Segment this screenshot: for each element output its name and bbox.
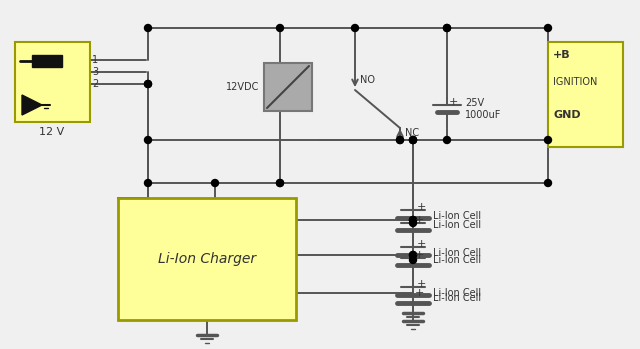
- Text: NC: NC: [405, 128, 419, 138]
- Circle shape: [545, 24, 552, 31]
- Circle shape: [545, 136, 552, 143]
- Circle shape: [276, 24, 284, 31]
- Circle shape: [211, 179, 218, 186]
- Text: Li-Ion Cell: Li-Ion Cell: [433, 248, 481, 258]
- Text: 1000uF: 1000uF: [465, 110, 501, 120]
- Text: +: +: [415, 250, 424, 260]
- Circle shape: [444, 24, 451, 31]
- Text: +: +: [449, 97, 458, 107]
- Text: IGNITION: IGNITION: [553, 77, 597, 87]
- Text: Li-Ion Cell: Li-Ion Cell: [433, 288, 481, 298]
- Circle shape: [145, 81, 152, 88]
- Circle shape: [444, 24, 451, 31]
- Bar: [264, 63, 312, 111]
- Circle shape: [444, 136, 451, 143]
- Text: 25V: 25V: [465, 98, 484, 108]
- Circle shape: [410, 220, 417, 227]
- Circle shape: [145, 136, 152, 143]
- Circle shape: [145, 179, 152, 186]
- Circle shape: [410, 252, 417, 259]
- Bar: [548, 42, 623, 147]
- Text: +: +: [417, 239, 426, 249]
- Text: GND: GND: [553, 110, 580, 120]
- Circle shape: [276, 179, 284, 186]
- Text: 12 V: 12 V: [40, 127, 65, 137]
- Circle shape: [410, 216, 417, 223]
- Text: 2: 2: [92, 79, 99, 89]
- Circle shape: [410, 136, 417, 143]
- Circle shape: [410, 257, 417, 263]
- Circle shape: [410, 136, 417, 143]
- Circle shape: [410, 136, 417, 143]
- Text: 12VDC: 12VDC: [226, 82, 259, 92]
- Polygon shape: [22, 95, 42, 115]
- Text: +B: +B: [553, 50, 571, 60]
- Circle shape: [145, 24, 152, 31]
- Text: +: +: [415, 288, 424, 298]
- Text: NO: NO: [360, 75, 375, 85]
- Circle shape: [410, 252, 417, 259]
- Text: 1: 1: [92, 55, 98, 65]
- Circle shape: [397, 136, 403, 143]
- Circle shape: [145, 81, 152, 88]
- Circle shape: [397, 136, 403, 143]
- Text: +: +: [417, 202, 426, 212]
- Text: +: +: [417, 279, 426, 289]
- Text: Li-Ion Cell: Li-Ion Cell: [433, 293, 481, 303]
- Bar: [15, 42, 90, 122]
- Text: Li-Ion Cell: Li-Ion Cell: [433, 211, 481, 221]
- Bar: [32, 55, 62, 67]
- Text: +: +: [415, 215, 424, 225]
- Text: Li-Ion Charger: Li-Ion Charger: [158, 252, 256, 266]
- Circle shape: [351, 24, 358, 31]
- Circle shape: [545, 179, 552, 186]
- Circle shape: [276, 179, 284, 186]
- Bar: [118, 198, 296, 320]
- Circle shape: [410, 216, 417, 223]
- Text: Li-Ion Cell: Li-Ion Cell: [433, 220, 481, 230]
- Text: 3: 3: [92, 67, 98, 77]
- Text: Li-Ion Cell: Li-Ion Cell: [433, 255, 481, 265]
